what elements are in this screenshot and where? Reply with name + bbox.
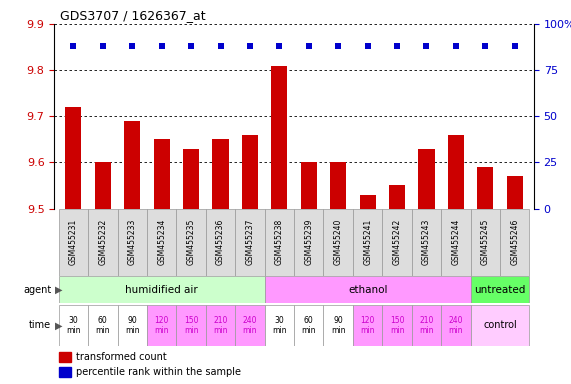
Text: 210
min: 210 min (419, 316, 434, 335)
Bar (59, 209, 88, 276)
Text: 210
min: 210 min (213, 316, 228, 335)
Bar (441, 305, 471, 346)
Text: 120
min: 120 min (154, 316, 169, 335)
Text: GSM455234: GSM455234 (157, 219, 166, 265)
Text: 240
min: 240 min (243, 316, 257, 335)
Text: GSM455239: GSM455239 (304, 219, 313, 265)
Bar (118, 209, 147, 276)
Text: ethanol: ethanol (348, 285, 387, 295)
Bar (147, 209, 176, 276)
Text: 150
min: 150 min (390, 316, 404, 335)
Bar (441, 209, 471, 276)
Bar (59, 353, 71, 362)
Bar (118, 305, 147, 346)
Bar (271, 66, 287, 209)
Text: untreated: untreated (475, 285, 526, 295)
Text: GSM455240: GSM455240 (333, 219, 343, 265)
Bar (124, 121, 140, 209)
Bar (183, 149, 199, 209)
Bar (95, 162, 111, 209)
Bar (353, 209, 383, 276)
Text: time: time (29, 320, 51, 331)
Bar (88, 209, 118, 276)
Bar (419, 149, 435, 209)
Text: GDS3707 / 1626367_at: GDS3707 / 1626367_at (60, 9, 206, 22)
Bar (294, 209, 324, 276)
Text: GSM455238: GSM455238 (275, 219, 284, 265)
Bar (471, 276, 529, 303)
Bar (324, 209, 353, 276)
Text: 60
min: 60 min (95, 316, 110, 335)
Text: 90
min: 90 min (125, 316, 139, 335)
Text: ▶: ▶ (55, 285, 63, 295)
Bar (264, 276, 471, 303)
Bar (383, 305, 412, 346)
Text: agent: agent (23, 285, 51, 295)
Text: ▶: ▶ (55, 320, 63, 331)
Bar (500, 209, 529, 276)
Text: GSM455242: GSM455242 (392, 219, 401, 265)
Bar (59, 367, 71, 377)
Bar (235, 209, 264, 276)
Bar (389, 185, 405, 209)
Bar (176, 305, 206, 346)
Bar (264, 209, 294, 276)
Bar (242, 135, 258, 209)
Text: 150
min: 150 min (184, 316, 198, 335)
Text: GSM455244: GSM455244 (452, 219, 460, 265)
Bar (412, 209, 441, 276)
Text: control: control (483, 320, 517, 331)
Text: GSM455245: GSM455245 (481, 219, 490, 265)
Bar (477, 167, 493, 209)
Bar (506, 176, 523, 209)
Bar (448, 135, 464, 209)
Text: 90
min: 90 min (331, 316, 345, 335)
Bar (301, 162, 317, 209)
Text: percentile rank within the sample: percentile rank within the sample (76, 367, 241, 377)
Bar (264, 305, 294, 346)
Text: GSM455237: GSM455237 (246, 219, 255, 265)
Text: GSM455231: GSM455231 (69, 219, 78, 265)
Bar (235, 305, 264, 346)
Text: 60
min: 60 min (301, 316, 316, 335)
Text: GSM455243: GSM455243 (422, 219, 431, 265)
Text: GSM455236: GSM455236 (216, 219, 225, 265)
Bar (471, 305, 529, 346)
Text: GSM455232: GSM455232 (98, 219, 107, 265)
Bar (59, 276, 264, 303)
Bar (324, 305, 353, 346)
Bar (383, 209, 412, 276)
Bar (176, 209, 206, 276)
Bar (330, 162, 346, 209)
Bar (147, 305, 176, 346)
Text: 30
min: 30 min (66, 316, 81, 335)
Bar (412, 305, 441, 346)
Text: transformed count: transformed count (76, 352, 167, 362)
Bar (471, 209, 500, 276)
Bar (88, 305, 118, 346)
Text: humidified air: humidified air (125, 285, 198, 295)
Bar (206, 209, 235, 276)
Bar (65, 107, 82, 209)
Text: 120
min: 120 min (360, 316, 375, 335)
Bar (206, 305, 235, 346)
Text: GSM455241: GSM455241 (363, 219, 372, 265)
Bar (212, 139, 228, 209)
Text: GSM455246: GSM455246 (510, 219, 519, 265)
Text: GSM455233: GSM455233 (128, 219, 136, 265)
Text: 240
min: 240 min (449, 316, 463, 335)
Bar (154, 139, 170, 209)
Bar (294, 305, 324, 346)
Bar (360, 195, 376, 209)
Text: GSM455235: GSM455235 (187, 219, 196, 265)
Text: 30
min: 30 min (272, 316, 287, 335)
Bar (353, 305, 383, 346)
Bar (59, 305, 88, 346)
